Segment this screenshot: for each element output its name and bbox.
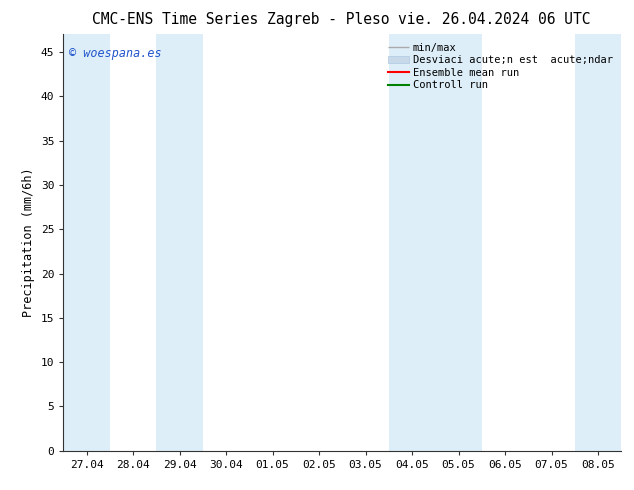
- Bar: [436, 34, 482, 451]
- Text: © woespana.es: © woespana.es: [69, 47, 162, 60]
- Bar: [157, 34, 203, 451]
- Text: vie. 26.04.2024 06 UTC: vie. 26.04.2024 06 UTC: [398, 12, 591, 27]
- Legend: min/max, Desviaci acute;n est  acute;ndar, Ensemble mean run, Controll run: min/max, Desviaci acute;n est acute;ndar…: [385, 40, 616, 94]
- Y-axis label: Precipitation (mm/6h): Precipitation (mm/6h): [22, 168, 36, 318]
- Bar: [575, 34, 621, 451]
- Bar: [63, 34, 110, 451]
- Text: CMC-ENS Time Series Zagreb - Pleso: CMC-ENS Time Series Zagreb - Pleso: [92, 12, 390, 27]
- Bar: [389, 34, 436, 451]
